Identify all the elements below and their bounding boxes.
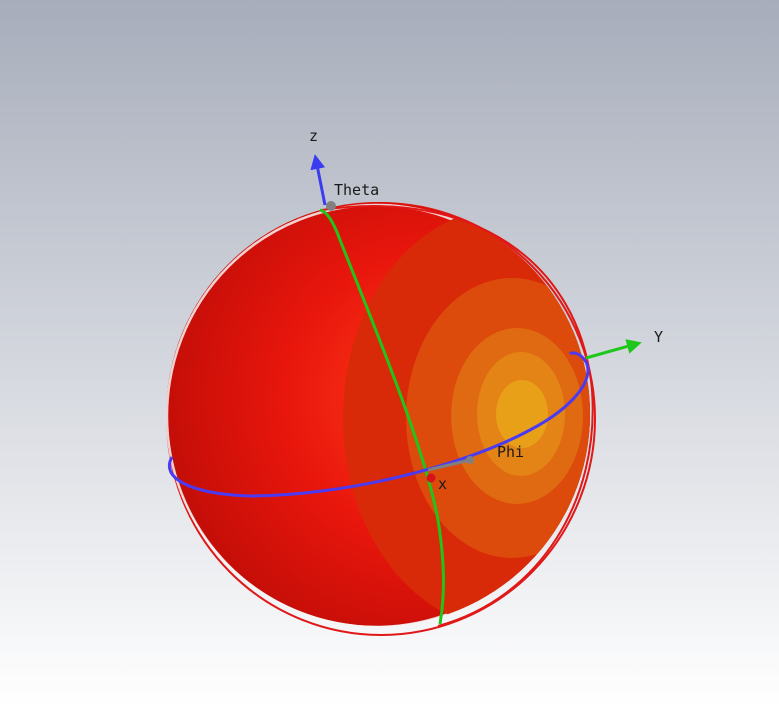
contour-band-center [496,380,548,448]
theta-marker-dot [326,201,336,211]
phi-circle [168,351,590,498]
phi-marker-line [427,458,471,472]
theta-circle [319,208,445,625]
y-axis-arrow [585,339,642,360]
outline-circle-front [321,205,594,627]
phi-marker-dot [466,456,474,464]
x-axis-dot [426,473,436,483]
y-axis-label: Y [654,328,663,346]
x-axis-label: x [438,475,447,493]
z-axis-label: z [309,127,318,145]
phi-label: Phi [497,443,524,461]
z-axis-arrow [310,154,327,206]
theta-label: Theta [334,181,379,199]
